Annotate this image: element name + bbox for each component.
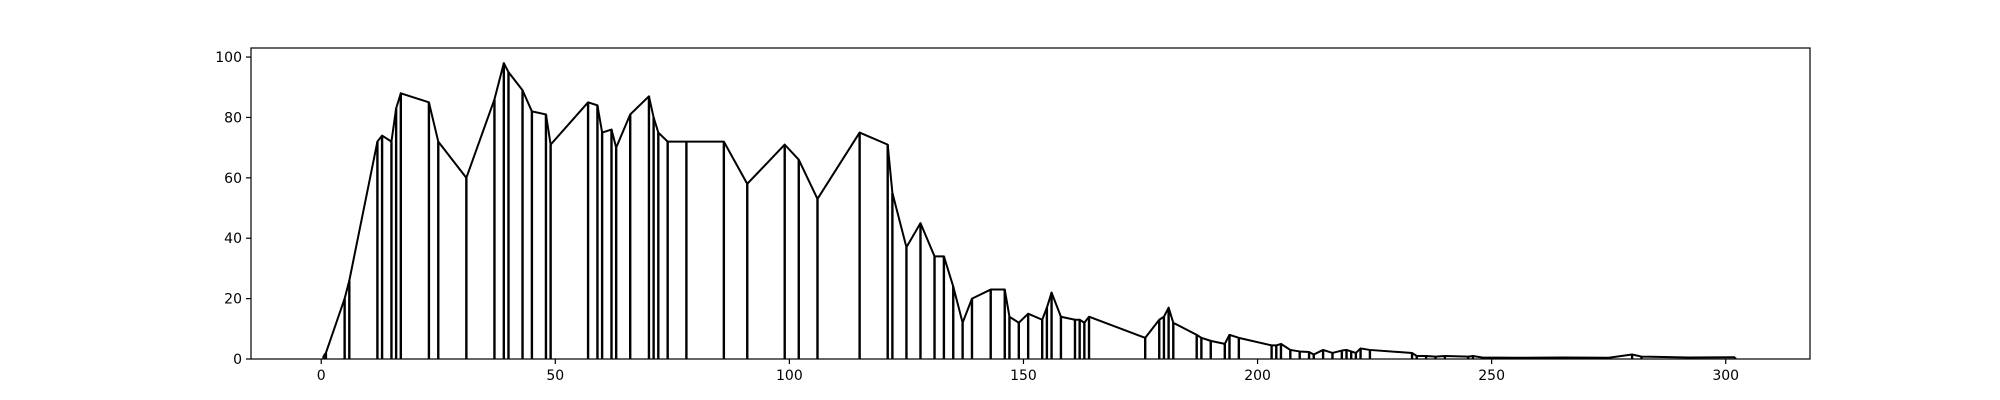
y-tick-label: 60 <box>224 171 242 187</box>
y-tick-label: 40 <box>224 231 242 247</box>
x-tick-label: 50 <box>546 368 564 384</box>
x-tick-label: 0 <box>317 368 326 384</box>
x-axis: 0 50 100 150 200 250 300 <box>317 359 1739 384</box>
series-line <box>322 62 1736 359</box>
y-tick-label: 0 <box>233 352 242 368</box>
y-tick-label: 80 <box>224 110 242 126</box>
x-tick-label: 250 <box>1478 368 1505 384</box>
x-tick-label: 150 <box>1010 368 1037 384</box>
x-tick-label: 200 <box>1244 368 1271 384</box>
y-tick-label: 100 <box>215 50 242 66</box>
plot-frame <box>250 47 1811 360</box>
x-tick-label: 100 <box>776 368 803 384</box>
y-tick-label: 20 <box>224 292 242 308</box>
stems-group <box>322 63 1737 359</box>
x-tick-label: 300 <box>1712 368 1739 384</box>
y-axis: 0 20 40 60 80 100 <box>215 50 251 368</box>
